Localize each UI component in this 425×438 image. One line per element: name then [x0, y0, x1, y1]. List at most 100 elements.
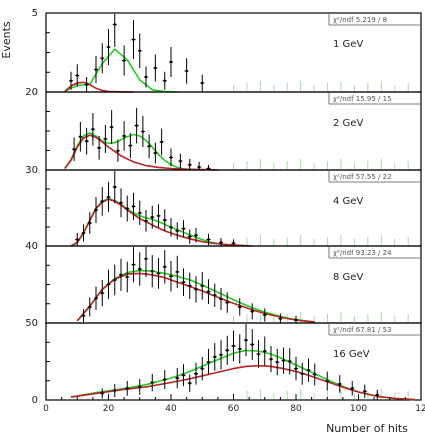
energy-label: 16 GeV	[333, 349, 370, 360]
data-point	[219, 297, 223, 301]
data-point	[250, 310, 254, 313]
data-point	[219, 241, 223, 244]
data-point	[200, 367, 204, 370]
data-point	[207, 360, 210, 364]
data-point	[275, 360, 279, 364]
data-point	[138, 267, 142, 271]
data-point	[122, 134, 126, 138]
data-point	[179, 159, 182, 163]
data-point	[110, 125, 113, 129]
panels-layer: χ²/ndf 5.219 / 8 1 GeV χ²/ndf 15.95 / 15 2 …	[25, 8, 422, 406]
data-point	[125, 275, 129, 279]
data-point	[138, 49, 142, 53]
data-point	[132, 263, 135, 266]
panel-5: χ²/ndf 67.81 / 53 16 GeV	[45, 322, 422, 401]
data-point	[200, 284, 204, 288]
data-point	[132, 38, 135, 41]
data-point	[207, 290, 210, 293]
data-point	[138, 385, 142, 389]
data-point	[113, 23, 117, 26]
data-point	[175, 376, 179, 380]
data-point	[175, 229, 179, 233]
y-tick-label: 40	[25, 241, 38, 252]
data-point	[94, 296, 98, 300]
data-point	[75, 74, 79, 77]
data-point	[157, 272, 160, 275]
data-point	[75, 238, 79, 241]
x-tick-label: 60	[228, 404, 240, 414]
data-point	[82, 314, 85, 318]
data-point	[238, 305, 242, 309]
data-point	[207, 238, 210, 241]
data-point	[119, 273, 123, 277]
data-point	[363, 389, 367, 393]
energy-label: 8 GeV	[333, 272, 363, 283]
data-point	[150, 215, 154, 219]
data-point	[97, 146, 101, 150]
data-point	[157, 214, 160, 218]
data-point	[154, 151, 157, 155]
fit-component-curve	[70, 364, 415, 401]
data-point	[144, 75, 148, 79]
panel-4: χ²/ndf 93.23 / 24 8 GeV	[45, 245, 422, 324]
data-point	[69, 79, 73, 83]
data-point	[185, 69, 188, 73]
data-point	[94, 68, 98, 71]
data-point	[163, 218, 167, 222]
chi2-label: χ²/ndf 57.55 / 22	[333, 173, 392, 181]
data-point	[294, 367, 298, 370]
data-point	[213, 293, 217, 297]
data-point	[132, 205, 135, 208]
data-point	[169, 60, 173, 64]
data-point	[125, 387, 129, 390]
data-point	[200, 81, 204, 85]
data-point	[163, 79, 167, 83]
data-point	[219, 353, 223, 357]
data-point	[175, 270, 179, 274]
data-point	[150, 381, 154, 384]
data-point	[194, 372, 198, 376]
data-point	[100, 291, 104, 295]
y-tick-label: 5	[32, 8, 38, 19]
data-point	[85, 83, 88, 86]
data-point	[288, 360, 292, 363]
x-tick-label: 100	[350, 404, 367, 414]
data-point	[294, 318, 298, 322]
data-point	[182, 373, 185, 377]
data-point	[350, 387, 354, 390]
data-point	[104, 137, 107, 141]
fit-total-curve	[64, 132, 197, 171]
panel-3: χ²/ndf 57.55 / 22 4 GeV	[45, 169, 422, 247]
data-point	[182, 280, 185, 284]
chi2-label: χ²/ndf 67.81 / 53	[333, 326, 392, 334]
fit-total-curve	[64, 48, 178, 93]
data-point	[107, 195, 110, 199]
y-tick-label: 50	[25, 318, 38, 329]
data-point	[163, 265, 167, 269]
data-point	[85, 139, 88, 143]
data-point	[163, 378, 167, 381]
data-point	[160, 140, 163, 144]
energy-label: 4 GeV	[333, 196, 363, 207]
data-point	[107, 45, 110, 49]
data-point	[188, 235, 192, 238]
data-point	[147, 145, 151, 148]
y-axis-title: Events	[0, 21, 13, 59]
data-point	[188, 163, 192, 167]
data-point	[144, 257, 148, 261]
data-point	[107, 283, 110, 286]
data-point	[113, 389, 117, 392]
y-tick-label: 0	[32, 395, 38, 406]
x-axis: 0 20 40 60 80 100 12	[43, 394, 425, 414]
data-point	[125, 207, 129, 210]
x-axis-title: Number of hits	[326, 422, 408, 435]
data-point	[154, 66, 157, 70]
data-point	[313, 373, 317, 376]
data-point	[141, 130, 145, 133]
fit-component-curve	[64, 134, 218, 171]
data-point	[188, 381, 192, 385]
data-point	[100, 392, 104, 395]
data-point	[138, 211, 142, 215]
data-point	[88, 305, 92, 309]
x-tick-label: 80	[290, 404, 302, 414]
